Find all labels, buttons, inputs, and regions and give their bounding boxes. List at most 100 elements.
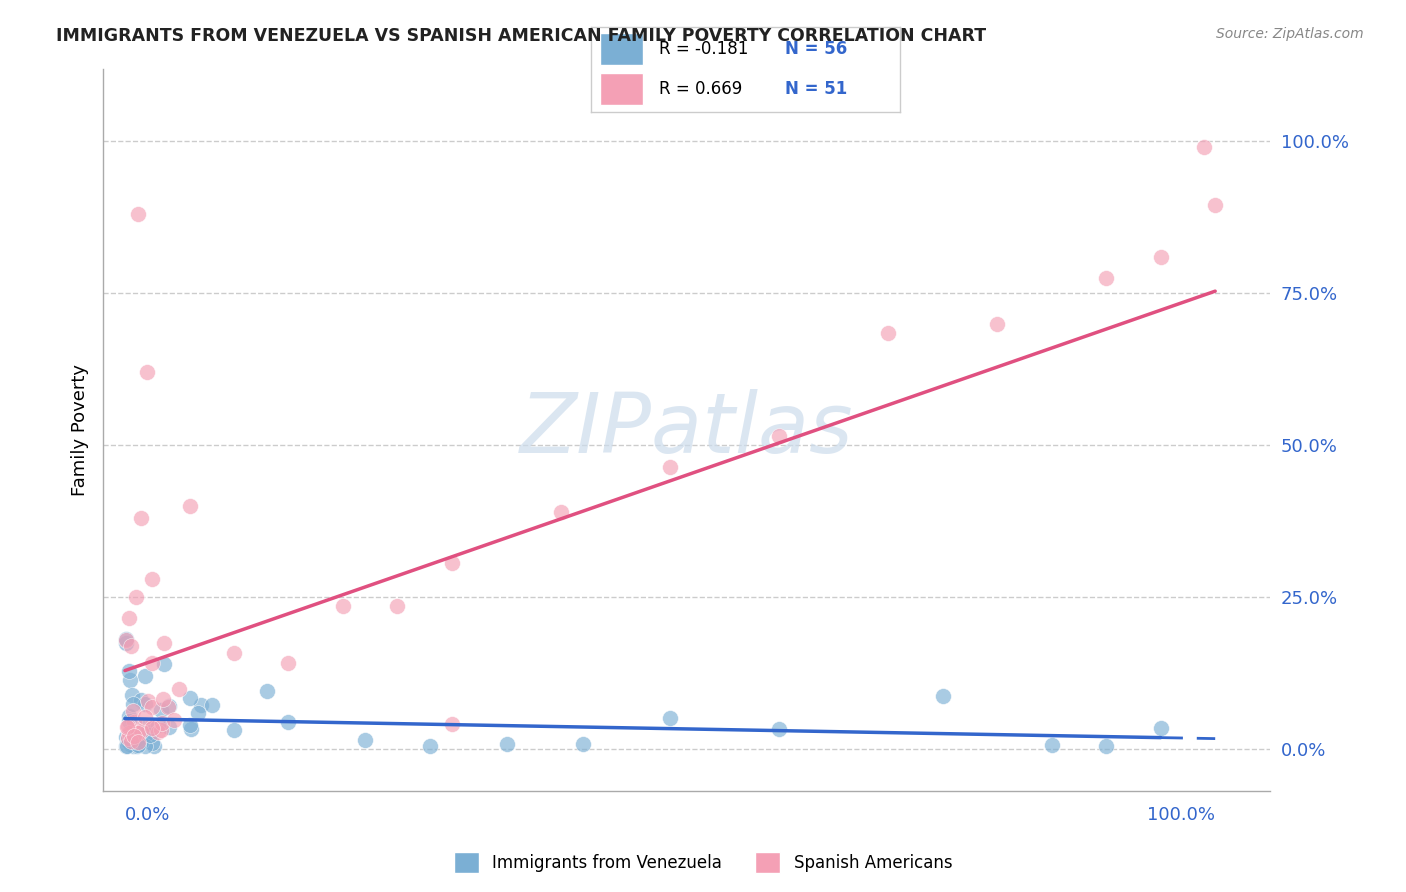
Point xyxy=(115,632,138,647)
Point xyxy=(277,714,299,729)
Point xyxy=(157,720,180,734)
Point xyxy=(117,719,139,733)
Point xyxy=(118,610,141,624)
Point xyxy=(131,723,153,738)
Point xyxy=(148,718,170,732)
Point xyxy=(120,640,142,654)
Point xyxy=(120,673,142,688)
Point xyxy=(201,698,224,713)
Point xyxy=(118,714,141,728)
Point xyxy=(121,704,143,718)
Point xyxy=(115,730,138,744)
Point xyxy=(572,737,595,751)
Point xyxy=(118,737,141,751)
Point xyxy=(115,720,138,734)
Point xyxy=(153,636,176,650)
Point xyxy=(986,317,1008,331)
Point xyxy=(1194,140,1216,154)
Point xyxy=(135,365,157,379)
Point xyxy=(115,632,138,647)
Point xyxy=(124,738,146,752)
Point xyxy=(187,706,209,720)
Point xyxy=(122,729,145,743)
Point xyxy=(157,700,180,714)
Point xyxy=(115,739,138,753)
Text: 100.0%: 100.0% xyxy=(1147,806,1215,824)
Point xyxy=(1095,270,1118,285)
Point xyxy=(124,728,146,742)
Point xyxy=(768,722,790,736)
Point xyxy=(134,718,156,732)
Point xyxy=(127,735,149,749)
Point xyxy=(277,656,299,670)
Point xyxy=(222,723,245,737)
Text: IMMIGRANTS FROM VENEZUELA VS SPANISH AMERICAN FAMILY POVERTY CORRELATION CHART: IMMIGRANTS FROM VENEZUELA VS SPANISH AME… xyxy=(56,27,987,45)
Text: N = 56: N = 56 xyxy=(786,40,848,58)
Point xyxy=(550,505,572,519)
Text: R = -0.181: R = -0.181 xyxy=(658,40,748,58)
Point xyxy=(121,730,143,744)
Point xyxy=(180,722,202,736)
Y-axis label: Family Poverty: Family Poverty xyxy=(72,364,89,496)
Point xyxy=(115,739,138,753)
Point xyxy=(135,727,157,741)
Point xyxy=(157,698,180,713)
Point xyxy=(179,499,201,513)
Point xyxy=(122,715,145,730)
Point xyxy=(163,713,186,727)
Bar xyxy=(600,72,643,104)
Point xyxy=(1150,721,1173,735)
Point xyxy=(134,669,156,683)
Point xyxy=(117,708,139,723)
Point xyxy=(190,698,212,712)
Point xyxy=(134,739,156,753)
Point xyxy=(659,460,682,475)
Point xyxy=(121,688,143,702)
Point xyxy=(1150,250,1173,264)
Legend: Immigrants from Venezuela, Spanish Americans: Immigrants from Venezuela, Spanish Ameri… xyxy=(447,846,959,880)
Point xyxy=(931,689,953,703)
Point xyxy=(1095,739,1118,753)
Point xyxy=(1040,738,1063,752)
Point xyxy=(134,710,156,724)
Point xyxy=(256,683,278,698)
Point xyxy=(659,711,682,725)
Point xyxy=(768,429,790,443)
Point xyxy=(118,664,141,678)
Point xyxy=(121,697,143,711)
Point xyxy=(152,692,174,706)
Point xyxy=(222,647,245,661)
Point xyxy=(118,727,141,741)
Point xyxy=(129,735,152,749)
Point xyxy=(440,717,463,731)
Point xyxy=(117,731,139,746)
Point xyxy=(141,572,163,586)
Point xyxy=(150,723,173,737)
Bar xyxy=(600,33,643,65)
Point xyxy=(136,694,159,708)
Point xyxy=(129,511,152,525)
Point xyxy=(353,733,375,747)
Point xyxy=(127,739,149,753)
Point xyxy=(134,697,156,711)
Point xyxy=(117,732,139,747)
Point xyxy=(142,739,165,753)
Point xyxy=(179,717,201,731)
Text: ZIPatlas: ZIPatlas xyxy=(520,389,853,470)
Point xyxy=(118,726,141,740)
Point xyxy=(148,724,170,739)
Point xyxy=(120,734,142,748)
Point xyxy=(179,691,201,706)
Point xyxy=(125,723,148,738)
Point xyxy=(121,739,143,753)
Point xyxy=(419,739,441,753)
Point xyxy=(332,599,354,613)
Point xyxy=(877,326,900,340)
Point xyxy=(127,207,149,221)
Point xyxy=(440,557,463,571)
Point xyxy=(117,731,139,746)
Point xyxy=(495,737,517,751)
Point xyxy=(149,702,172,716)
Point xyxy=(139,729,162,743)
Point xyxy=(141,657,163,671)
